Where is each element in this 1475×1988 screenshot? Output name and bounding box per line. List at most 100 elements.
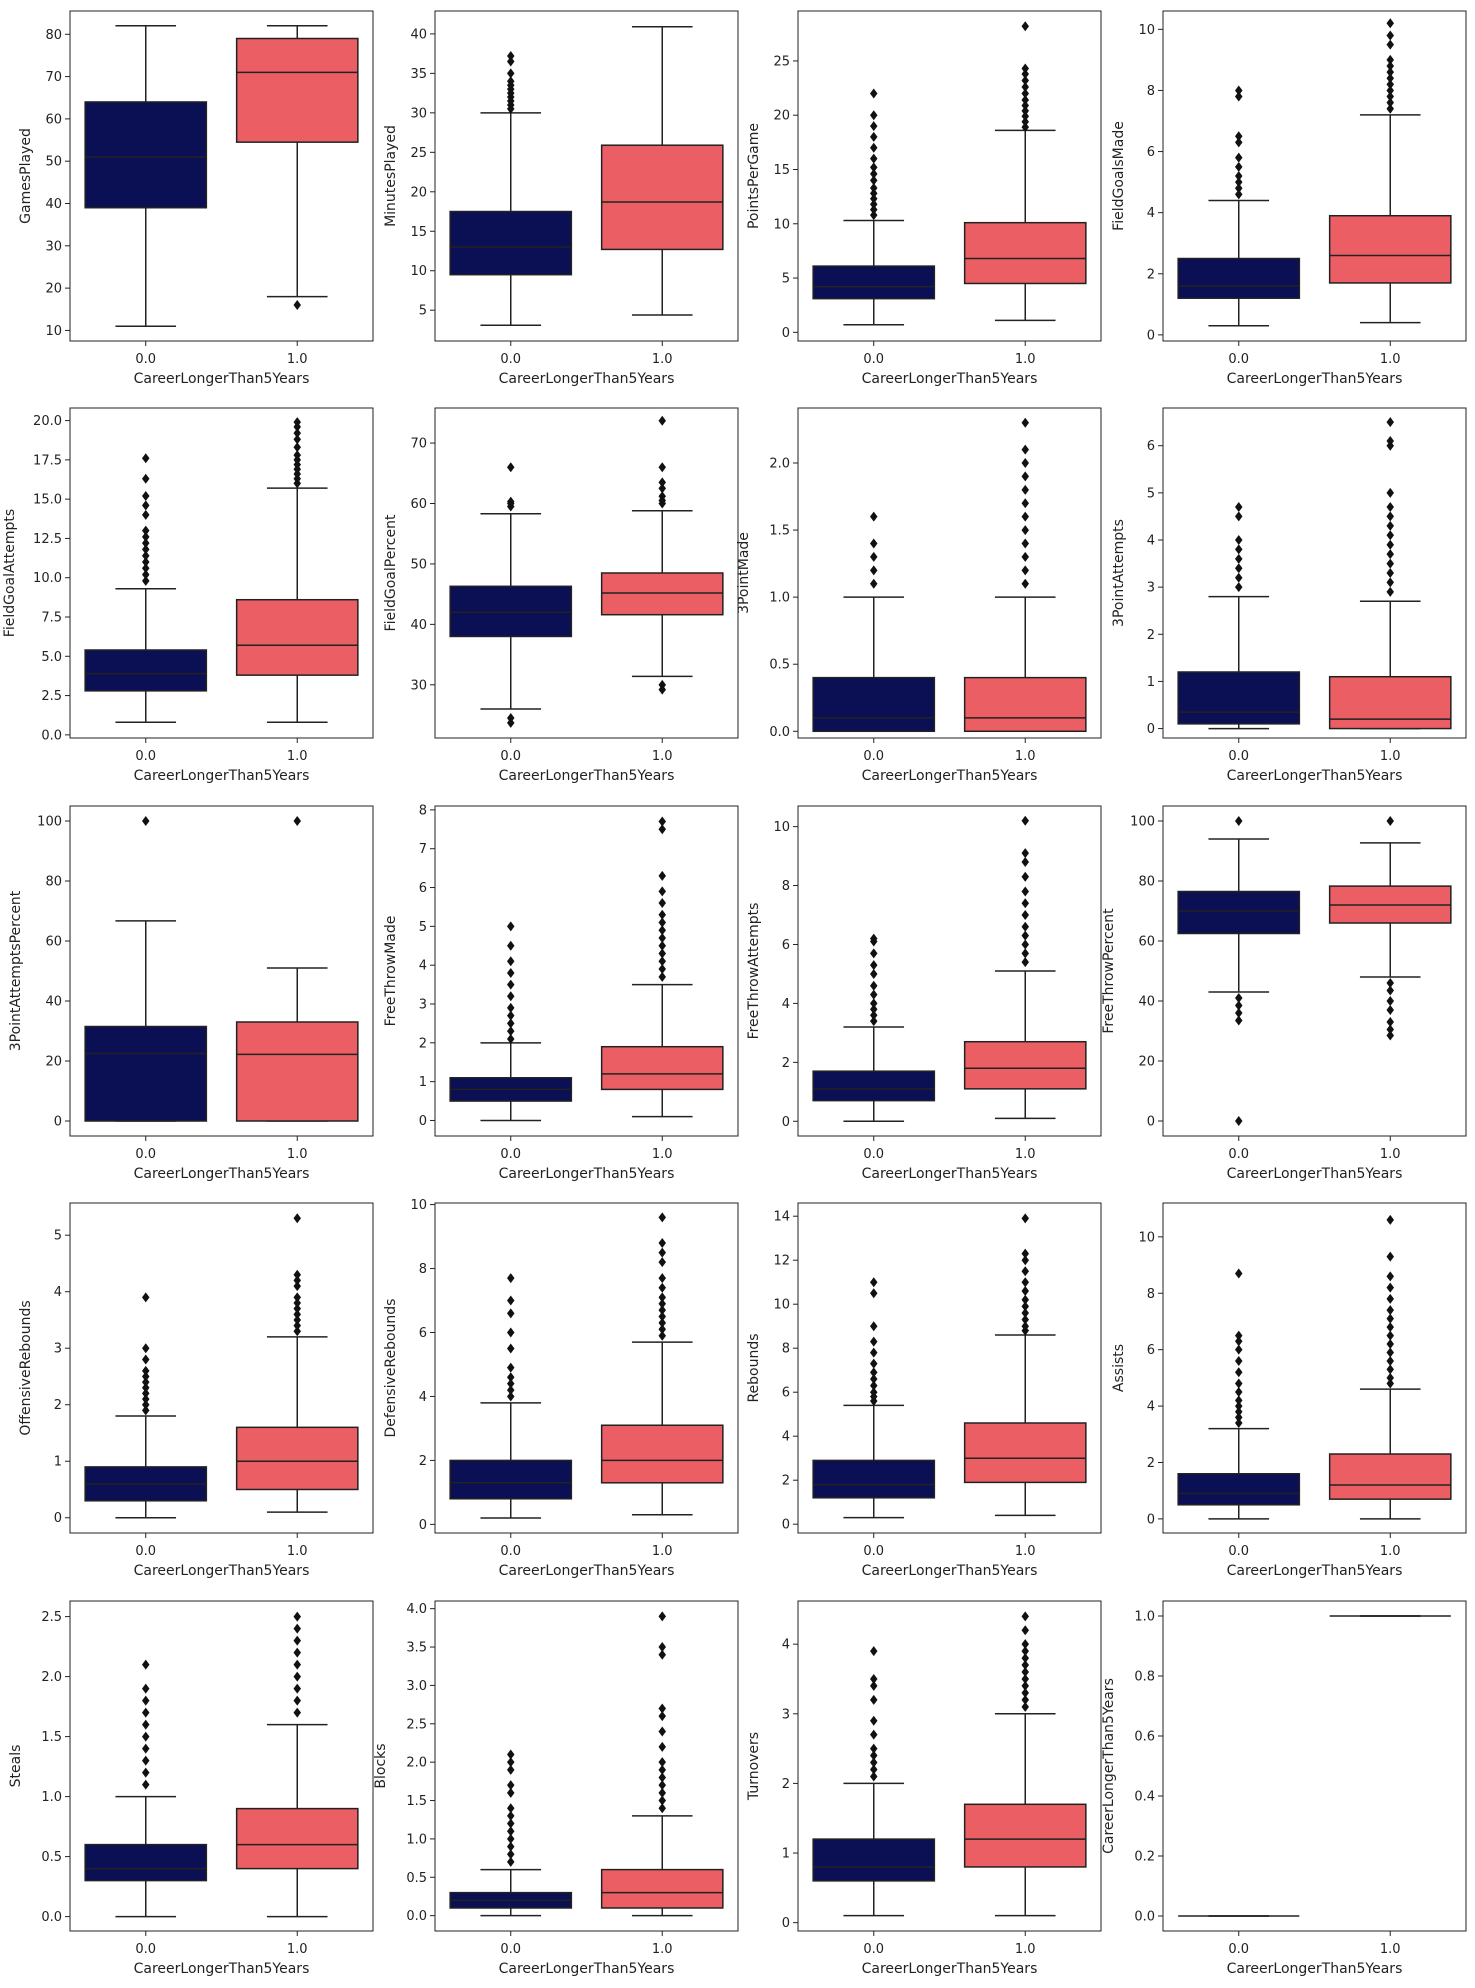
outlier-marker	[658, 940, 666, 951]
outlier-marker	[507, 979, 515, 990]
outlier-marker	[1021, 910, 1029, 921]
outlier-marker	[658, 909, 666, 920]
outlier-marker	[1021, 95, 1029, 106]
box-iqr	[1328, 675, 1452, 730]
outlier-marker	[142, 1343, 150, 1354]
outlier-marker	[1021, 458, 1029, 468]
outlier-marker	[1021, 511, 1029, 522]
y-tick-label: 20	[45, 282, 62, 297]
axes-frame	[1162, 407, 1467, 739]
subplot-3pointattemptspercent: 0 20 40 60 80 100 0.0 1.0 CareerLongerThan5Years…	[8, 805, 374, 1182]
outlier-marker	[870, 1750, 878, 1761]
outlier-marker	[1386, 1282, 1394, 1293]
y-tick-label: 1.5	[769, 524, 790, 539]
y-tick-label: 10	[410, 1198, 427, 1213]
subplot-turnovers: 0 1 2 3 4 0.0 1.0 CareerLongerThan5Years Turnove…	[746, 1600, 1102, 1977]
y-tick-label: 20	[45, 1055, 62, 1070]
outlier-marker	[870, 131, 878, 142]
outlier-marker	[870, 88, 878, 99]
outlier-marker	[1021, 525, 1029, 536]
outlier-marker	[142, 1719, 150, 1730]
outlier-marker	[293, 417, 301, 428]
y-tick-label: 4	[1147, 206, 1155, 221]
outlier-marker	[293, 1611, 301, 1622]
x-tick-label: 0.0	[863, 1147, 884, 1162]
outlier-marker	[293, 1320, 301, 1331]
box-group-0.0	[1177, 502, 1301, 730]
y-tick-label: 7.5	[41, 611, 62, 626]
y-tick-label: 4.0	[406, 1602, 427, 1617]
y-tick-label: 5	[419, 920, 427, 935]
box-iqr	[1177, 1473, 1301, 1506]
y-tick-label: 0.0	[769, 725, 790, 740]
box-group-0.0	[449, 462, 573, 728]
outlier-marker	[1021, 538, 1029, 549]
box-group-0.0	[449, 921, 573, 1122]
subplot-freethrowattempts: 0 2 4 6 8 10 0.0 1.0 CareerLongerThan5Years FreeT…	[746, 805, 1102, 1182]
subplot-pointspergame: 0 5 10 15 20 25 0.0 1.0 CareerLongerThan5Years Po…	[746, 10, 1102, 387]
y-tick-label: 5	[54, 1229, 62, 1244]
outlier-marker	[1386, 1347, 1394, 1358]
outlier-marker	[293, 1314, 301, 1325]
y-tick-label: 4	[1147, 534, 1155, 549]
x-axis-label: CareerLongerThan5Years	[134, 371, 310, 387]
y-tick-label: 15	[410, 225, 427, 240]
box-iqr	[449, 210, 573, 276]
y-tick-label: 10.0	[33, 571, 62, 586]
x-tick-label: 0.0	[863, 352, 884, 367]
box-group-1.0	[600, 415, 724, 695]
x-tick-label: 0.0	[1228, 749, 1249, 764]
outlier-marker	[870, 204, 878, 215]
outlier-marker	[658, 462, 666, 473]
outlier-marker	[507, 1372, 515, 1383]
outlier-marker	[507, 462, 515, 473]
outlier-marker	[870, 1321, 878, 1332]
y-tick-label: 10	[45, 324, 62, 339]
outlier-marker	[1021, 1694, 1029, 1705]
y-tick-label: 6	[419, 881, 427, 896]
axes-frame	[1162, 1202, 1467, 1534]
x-axis-label: CareerLongerThan5Years	[862, 768, 1038, 784]
outlier-marker	[507, 1362, 515, 1373]
y-tick-label: 0	[419, 1518, 427, 1533]
x-tick-label: 0.0	[863, 1942, 884, 1957]
y-tick-label: 7	[419, 842, 427, 857]
outlier-marker	[1021, 116, 1029, 127]
outlier-marker	[507, 1033, 515, 1044]
y-tick-label: 10	[773, 217, 790, 232]
box-iqr	[449, 1459, 573, 1500]
outlier-marker	[293, 1281, 301, 1292]
y-tick-label: 8	[419, 1262, 427, 1277]
axes-frame	[797, 1202, 1102, 1534]
outlier-marker	[658, 1273, 666, 1284]
y-tick-label: 2.5	[41, 689, 62, 704]
outlier-marker	[658, 1237, 666, 1248]
outlier-marker	[142, 1779, 150, 1790]
axes-frame	[69, 10, 374, 342]
axes-frame	[797, 1600, 1102, 1932]
y-tick-label: 2.5	[406, 1717, 427, 1732]
y-axis-label: 3PointAttemptsPercent	[8, 890, 24, 1051]
outlier-marker	[1021, 856, 1029, 867]
x-tick-label: 0.0	[135, 1942, 156, 1957]
box-group-1.0	[1328, 18, 1452, 324]
outlier-marker	[507, 1026, 515, 1037]
outlier-marker	[1021, 1301, 1029, 1312]
axes-frame	[1162, 10, 1467, 342]
outlier-marker	[658, 1780, 666, 1791]
outlier-marker	[142, 544, 150, 555]
outlier-marker	[1021, 68, 1029, 79]
outlier-marker	[1235, 1330, 1243, 1341]
outlier-marker	[658, 816, 666, 827]
y-tick-label: 8	[419, 803, 427, 818]
outlier-marker	[1021, 1680, 1029, 1691]
x-tick-label: 1.0	[287, 1147, 308, 1162]
y-tick-label: 3	[419, 998, 427, 1013]
outlier-marker	[507, 1780, 515, 1791]
y-tick-label: 35	[410, 67, 427, 82]
box-iqr	[1177, 671, 1301, 725]
outlier-marker	[870, 989, 878, 1000]
outlier-marker	[658, 483, 666, 494]
axes-frame	[797, 10, 1102, 342]
outlier-marker	[142, 531, 150, 542]
